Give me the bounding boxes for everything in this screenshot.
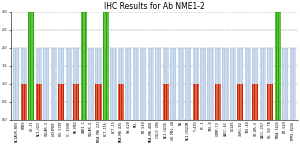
Bar <box>58 48 64 120</box>
Bar <box>88 48 94 120</box>
Bar <box>28 12 34 120</box>
Bar <box>95 84 102 120</box>
Bar <box>80 48 87 120</box>
Bar <box>73 48 79 120</box>
Bar <box>140 48 146 120</box>
Bar <box>260 48 266 120</box>
Bar <box>103 48 109 120</box>
Bar <box>275 12 281 120</box>
Bar <box>215 48 221 120</box>
Bar <box>193 84 199 120</box>
Bar <box>290 48 296 120</box>
Bar <box>21 48 27 120</box>
Bar <box>125 48 131 120</box>
Bar <box>222 48 229 120</box>
Bar <box>163 48 169 120</box>
Bar <box>58 84 64 120</box>
Bar <box>193 48 199 120</box>
Bar <box>215 84 221 120</box>
Bar <box>237 48 244 120</box>
Bar <box>28 48 34 120</box>
Bar <box>133 48 139 120</box>
Bar <box>51 48 57 120</box>
Bar <box>148 48 154 120</box>
Bar <box>275 48 281 120</box>
Bar <box>80 12 87 120</box>
Bar <box>245 48 251 120</box>
Bar <box>185 48 191 120</box>
Bar <box>118 84 124 120</box>
Bar <box>178 48 184 120</box>
Bar <box>267 84 273 120</box>
Bar <box>103 12 109 120</box>
Bar <box>110 48 116 120</box>
Bar <box>95 48 102 120</box>
Bar <box>73 84 79 120</box>
Bar <box>13 48 20 120</box>
Bar <box>36 84 42 120</box>
Bar <box>208 48 214 120</box>
Bar <box>230 48 236 120</box>
Bar <box>163 84 169 120</box>
Bar <box>252 84 258 120</box>
Bar <box>43 48 49 120</box>
Bar <box>118 48 124 120</box>
Bar <box>282 48 288 120</box>
Bar <box>237 84 244 120</box>
Bar <box>66 48 72 120</box>
Bar <box>252 48 258 120</box>
Bar <box>21 84 27 120</box>
Title: IHC Results for Ab NME1-2: IHC Results for Ab NME1-2 <box>104 2 205 11</box>
Bar <box>155 48 161 120</box>
Bar <box>267 48 273 120</box>
Bar <box>36 48 42 120</box>
Bar <box>170 48 176 120</box>
Bar <box>200 48 206 120</box>
